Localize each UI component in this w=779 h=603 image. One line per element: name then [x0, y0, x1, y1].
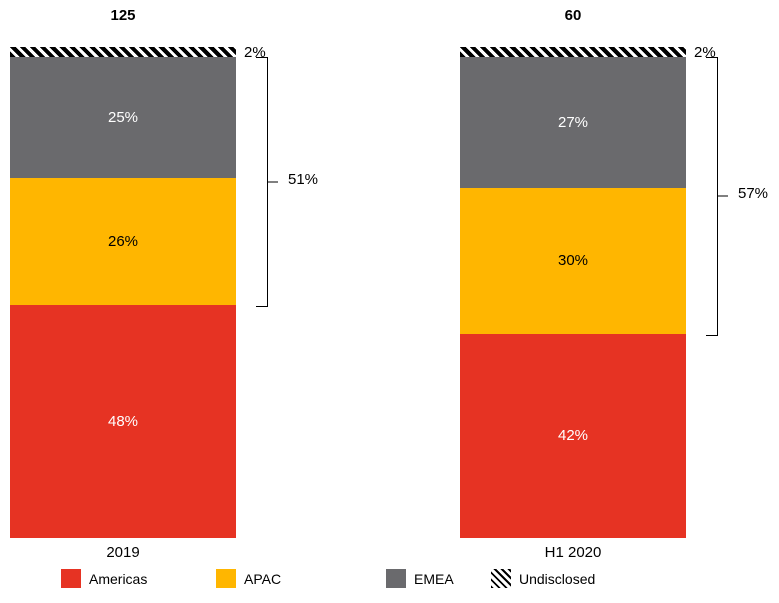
segment-undisclosed	[460, 47, 686, 57]
bracket-mid-tick	[717, 195, 728, 197]
legend-item-emea: EMEA	[386, 569, 454, 588]
bar-h1-2020: 60 27% 30% 42% 2% 57% H1 2020	[460, 0, 768, 603]
segment-undisclosed	[10, 47, 236, 57]
bar-stack: 27% 30% 42%	[460, 47, 686, 538]
category-label: 2019	[106, 544, 140, 561]
bar-total-label: 125	[110, 7, 136, 24]
bar-2019: 125 25% 26% 48% 2% 51% 2019	[10, 0, 318, 603]
emea-swatch	[386, 569, 406, 588]
americas-swatch	[61, 569, 81, 588]
segment-value-label: 42%	[557, 427, 589, 445]
segment-emea: 25%	[10, 56, 236, 179]
segment-americas: 42%	[460, 333, 686, 538]
segment-value-label: 30%	[557, 252, 589, 270]
segment-value-label: 25%	[107, 108, 139, 126]
segment-emea: 27%	[460, 56, 686, 188]
legend-label-apac: APAC	[244, 570, 282, 587]
category-label: H1 2020	[544, 544, 602, 561]
legend-label-americas: Americas	[89, 570, 148, 587]
apac-swatch	[216, 569, 236, 588]
segment-apac: 26%	[10, 178, 236, 305]
legend-item-americas: Americas	[61, 569, 147, 588]
bar-total-label: 60	[564, 7, 582, 24]
bracket-value-label: 57%	[738, 185, 769, 203]
segment-americas: 48%	[10, 304, 236, 538]
legend-item-undisclosed: Undisclosed	[491, 569, 595, 588]
undisclosed-swatch	[491, 569, 511, 588]
bracket	[256, 56, 278, 307]
segment-value-label: 27%	[557, 113, 589, 131]
bar-stack: 25% 26% 48%	[10, 47, 236, 538]
legend-label-emea: EMEA	[414, 570, 454, 587]
legend-label-undisclosed: Undisclosed	[519, 570, 596, 587]
segment-value-label: 26%	[107, 232, 139, 250]
segment-apac: 30%	[460, 187, 686, 334]
segment-value-label: 48%	[107, 412, 139, 430]
bracket-value-label: 51%	[288, 170, 319, 188]
legend-item-apac: APAC	[216, 569, 281, 588]
bracket	[706, 56, 728, 336]
bracket-mid-tick	[267, 181, 278, 183]
